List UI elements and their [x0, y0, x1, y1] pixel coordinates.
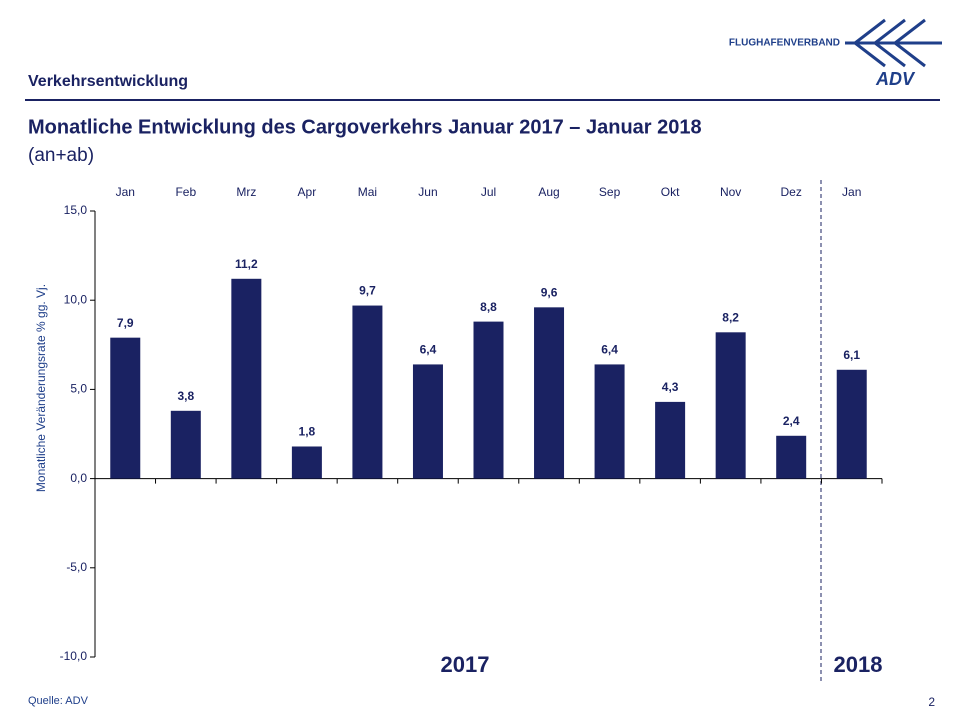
y-tick-label: 5,0	[70, 382, 87, 396]
x-tick-label: Jan	[116, 185, 135, 199]
logo-text: FLUGHAFENVERBAND	[729, 38, 840, 49]
data-label: 8,2	[722, 310, 739, 324]
y-tick-label: 10,0	[64, 292, 88, 306]
x-tick-label: Okt	[661, 185, 680, 199]
x-tick-label: Jun	[418, 185, 437, 199]
bar	[352, 305, 383, 479]
section-title: Verkehrsentwicklung	[28, 73, 188, 90]
logo: FLUGHAFENVERBAND ADV	[729, 18, 942, 89]
x-tick-label: Jan	[842, 185, 861, 199]
x-tick-label: Mrz	[236, 185, 256, 199]
y-tick-label: -5,0	[66, 560, 87, 574]
x-tick-label: Feb	[175, 185, 196, 199]
source: Quelle: ADV	[28, 695, 89, 707]
bar	[231, 278, 262, 479]
x-tick-label: Mai	[358, 185, 377, 199]
bar	[412, 364, 443, 479]
year-label: 2017	[441, 652, 490, 677]
x-tick-label: Sep	[599, 185, 621, 199]
data-label: 6,4	[420, 343, 437, 357]
bar	[170, 410, 201, 479]
bar	[594, 364, 625, 479]
x-tick-label: Apr	[298, 185, 317, 199]
y-axis-label: Monatliche Veränderungsrate % gg. Vj.	[34, 284, 48, 492]
x-tick-label: Aug	[538, 185, 559, 199]
data-label: 1,8	[299, 425, 316, 439]
logo-mark: ADV	[875, 69, 916, 89]
y-tick-label: -10,0	[60, 649, 88, 663]
data-label: 8,8	[480, 300, 497, 314]
bar	[473, 321, 504, 479]
data-label: 11,2	[235, 257, 258, 271]
data-label: 3,8	[177, 389, 194, 403]
bar	[776, 435, 807, 479]
bar	[291, 446, 322, 479]
chart-subtitle: (an+ab)	[28, 145, 94, 166]
y-tick-label: 0,0	[70, 471, 87, 485]
data-label: 7,9	[117, 316, 134, 330]
bar	[655, 401, 686, 479]
x-tick-label: Dez	[781, 185, 802, 199]
bar	[836, 369, 867, 479]
data-label: 6,4	[601, 343, 618, 357]
bar	[715, 332, 746, 479]
data-label: 2,4	[783, 414, 800, 428]
x-tick-label: Nov	[720, 185, 741, 199]
x-tick-label: Jul	[481, 185, 496, 199]
data-label: 6,1	[843, 348, 860, 362]
data-label: 4,3	[662, 380, 679, 394]
y-tick-label: 15,0	[64, 203, 88, 217]
data-label: 9,7	[359, 284, 376, 298]
bar	[110, 337, 141, 479]
bar	[534, 307, 565, 479]
data-label: 9,6	[541, 286, 558, 300]
page-number: 2	[928, 695, 935, 709]
chart-title: Monatliche Entwicklung des Cargoverkehrs…	[28, 116, 702, 138]
logo-arrows	[845, 18, 942, 68]
year-label: 2018	[834, 652, 883, 677]
